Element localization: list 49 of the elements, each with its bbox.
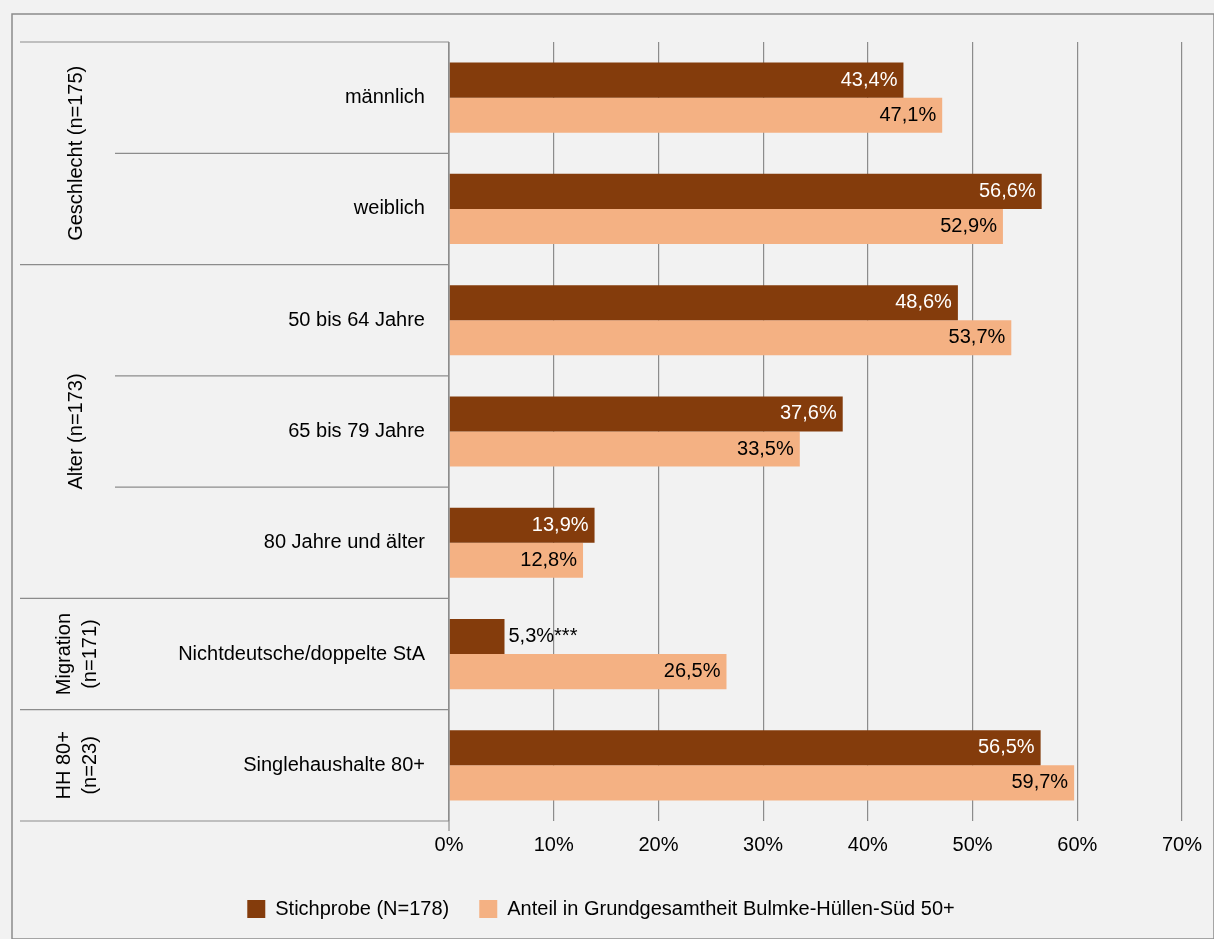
bar — [449, 208, 1003, 244]
legend-label: Stichprobe (N=178) — [275, 896, 450, 919]
bar — [449, 654, 727, 690]
bar — [449, 97, 943, 133]
bar — [449, 542, 584, 578]
bar — [449, 285, 958, 321]
x-tick-label: 60% — [1057, 832, 1098, 855]
text: HH 80+ (n=23) — [51, 731, 100, 800]
data-label: 5,3%*** — [508, 624, 578, 647]
x-tick-label: 10% — [533, 832, 574, 855]
data-label: 48,6% — [895, 290, 953, 313]
bar — [449, 173, 1042, 209]
bar — [449, 507, 595, 543]
bar — [449, 431, 800, 467]
data-label: 59,7% — [1011, 770, 1069, 793]
y-tick-label: Singlehaushalte 80+ — [243, 752, 425, 775]
text: Migration (n=171) — [51, 612, 100, 696]
x-tick-label: 20% — [638, 832, 679, 855]
data-label: 56,5% — [977, 735, 1035, 758]
x-tick-label: 70% — [1161, 832, 1203, 855]
data-label: 52,9% — [940, 213, 998, 236]
data-label: 56,6% — [978, 178, 1036, 201]
y-tick-label: weiblich — [352, 196, 425, 219]
x-tick-label: 40% — [847, 832, 889, 855]
y-tick-label: 65 bis 79 Jahre — [288, 419, 425, 442]
x-tick-label: 30% — [743, 832, 784, 855]
x-tick-label: 50% — [952, 832, 993, 855]
data-label: 33,5% — [737, 436, 794, 459]
legend-label: Anteil in Grundgesamtheit Bulmke-Hüllen-Süd 50+ — [507, 896, 955, 919]
data-label: 26,5% — [663, 659, 721, 682]
data-label: 12,8% — [520, 547, 578, 570]
data-label: 13,9% — [531, 512, 589, 535]
x-tick-label: 0% — [434, 832, 464, 855]
data-label: 53,7% — [948, 325, 1006, 348]
bar — [449, 396, 843, 432]
bar — [449, 730, 1041, 766]
y-tick-label: männlich — [344, 85, 425, 108]
y-tick-label: Nichtdeutsche/doppelte StA — [178, 641, 426, 664]
bar — [449, 62, 904, 98]
y-tick-label: 50 bis 64 Jahre — [288, 307, 425, 330]
bar — [449, 765, 1075, 801]
data-label: 37,6% — [780, 401, 837, 424]
y-tick-label: 80 Jahre und älter — [263, 530, 426, 553]
bar — [449, 619, 505, 655]
text: Geschlecht (n=175) — [63, 65, 86, 241]
text: Alter (n=173) — [63, 373, 86, 490]
data-label: 43,4% — [840, 67, 898, 90]
bar — [449, 320, 1012, 356]
data-label: 47,1% — [879, 102, 937, 125]
